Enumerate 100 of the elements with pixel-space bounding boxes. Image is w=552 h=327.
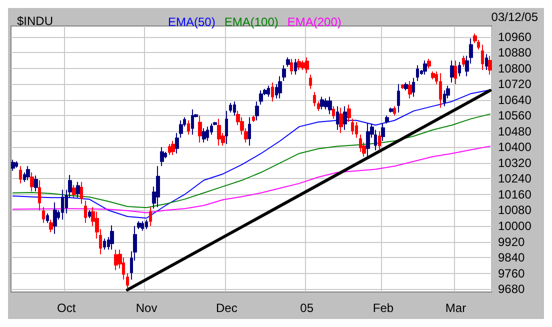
text: EMA(50): [168, 15, 216, 29]
candlestick: [259, 90, 263, 106]
candlestick: [351, 118, 354, 136]
candlestick: [393, 106, 396, 116]
candlestick: [454, 60, 457, 85]
candlestick: [488, 55, 492, 76]
candlestick: [198, 115, 202, 143]
candlestick: [297, 58, 301, 70]
y-tick-label: 10320: [498, 156, 532, 170]
candlestick: [435, 71, 438, 85]
candlestick: [141, 220, 144, 232]
candlestick: [282, 64, 286, 82]
candlestick: [225, 110, 228, 145]
candlestick: [179, 120, 183, 138]
candlestick: [404, 82, 408, 91]
candlestick: [286, 56, 290, 68]
y-tick-label: 10800: [498, 61, 532, 76]
candlestick: [26, 166, 30, 181]
candlestick: [76, 181, 80, 198]
candlestick: [485, 54, 488, 70]
candlestick: [359, 134, 362, 152]
text: EMA(200): [287, 15, 342, 29]
x-tick-label: Nov: [136, 301, 158, 315]
y-tick-label: 10560: [498, 108, 532, 123]
candlestick: [343, 106, 347, 130]
candlestick: [381, 123, 385, 142]
y-tick-label: 10640: [498, 92, 532, 107]
candlestick: [290, 58, 293, 76]
chart-title: $INDU: [17, 14, 54, 28]
candlestick: [462, 55, 465, 68]
candlestick: [328, 96, 332, 115]
candlestick: [450, 60, 454, 84]
y-tick-label: 10400: [498, 140, 532, 154]
candlestick: [137, 220, 141, 230]
x-tick-label: Oct: [57, 301, 76, 315]
candlestick: [171, 140, 175, 156]
y-tick-label: 10720: [498, 77, 532, 92]
x-tick-label: 05: [300, 301, 314, 315]
candlestick: [202, 128, 206, 143]
candlestick: [439, 72, 442, 108]
candlestick: [80, 181, 83, 204]
candlestick: [355, 121, 358, 138]
y-tick-label: 9840: [498, 250, 526, 265]
y-tick-label: 9760: [498, 266, 526, 280]
candlestick: [34, 175, 38, 192]
candlestick: [15, 160, 18, 168]
y-tick-label: 9680: [498, 282, 526, 296]
candlestick: [42, 206, 45, 224]
candlestick: [431, 71, 435, 80]
candlestick: [114, 249, 118, 271]
candlestick: [332, 106, 335, 120]
candlestick: [175, 132, 179, 154]
candlestick: [84, 200, 87, 224]
candlestick: [271, 82, 274, 102]
candlestick: [309, 74, 312, 90]
candlestick: [416, 64, 419, 82]
candlestick: [389, 107, 393, 113]
candlestick: [160, 146, 164, 167]
y-tick-label: 10880: [498, 46, 532, 60]
candlestick: [156, 166, 160, 208]
candlestick: [412, 77, 415, 98]
candlestick: [313, 92, 316, 107]
candlestick: [110, 224, 114, 250]
x-tick-label: Mar: [445, 301, 466, 315]
y-tick-label: 10240: [498, 172, 532, 186]
candlestick: [339, 107, 343, 134]
candlestick: [294, 58, 297, 76]
candlestick: [301, 60, 305, 70]
candlestick: [408, 80, 412, 99]
candlestick: [191, 108, 194, 136]
candlestick: [385, 115, 389, 124]
candlestick: [458, 62, 461, 77]
candlestick: [88, 210, 91, 219]
text: EMA(100): [224, 15, 278, 29]
line-series: [12, 114, 491, 208]
candlestick: [149, 206, 152, 226]
candlestick: [206, 126, 209, 142]
candlestick: [401, 84, 404, 90]
candlestick: [187, 120, 190, 136]
candlestick: [46, 212, 49, 224]
candlestick: [397, 84, 400, 113]
candlestick: [103, 238, 106, 250]
candlestick: [317, 100, 320, 112]
candlestick: [366, 123, 370, 158]
candlestick: [336, 106, 339, 130]
candlestick: [49, 219, 53, 233]
candlestick: [481, 44, 484, 70]
candlestick: [19, 166, 22, 184]
candlestick: [145, 219, 148, 230]
candlestick: [229, 102, 232, 113]
candlestick: [305, 56, 309, 74]
candlestick: [427, 58, 431, 69]
y-tick-label: 10160: [498, 187, 532, 202]
candlestick: [168, 144, 171, 156]
candlestick: [53, 202, 57, 234]
candlestick: [248, 116, 251, 146]
candlestick: [126, 272, 129, 290]
x-tick-label: Feb: [372, 301, 394, 315]
x-tick-label: Dec: [216, 301, 238, 315]
text: 03/12/05: [491, 10, 538, 24]
